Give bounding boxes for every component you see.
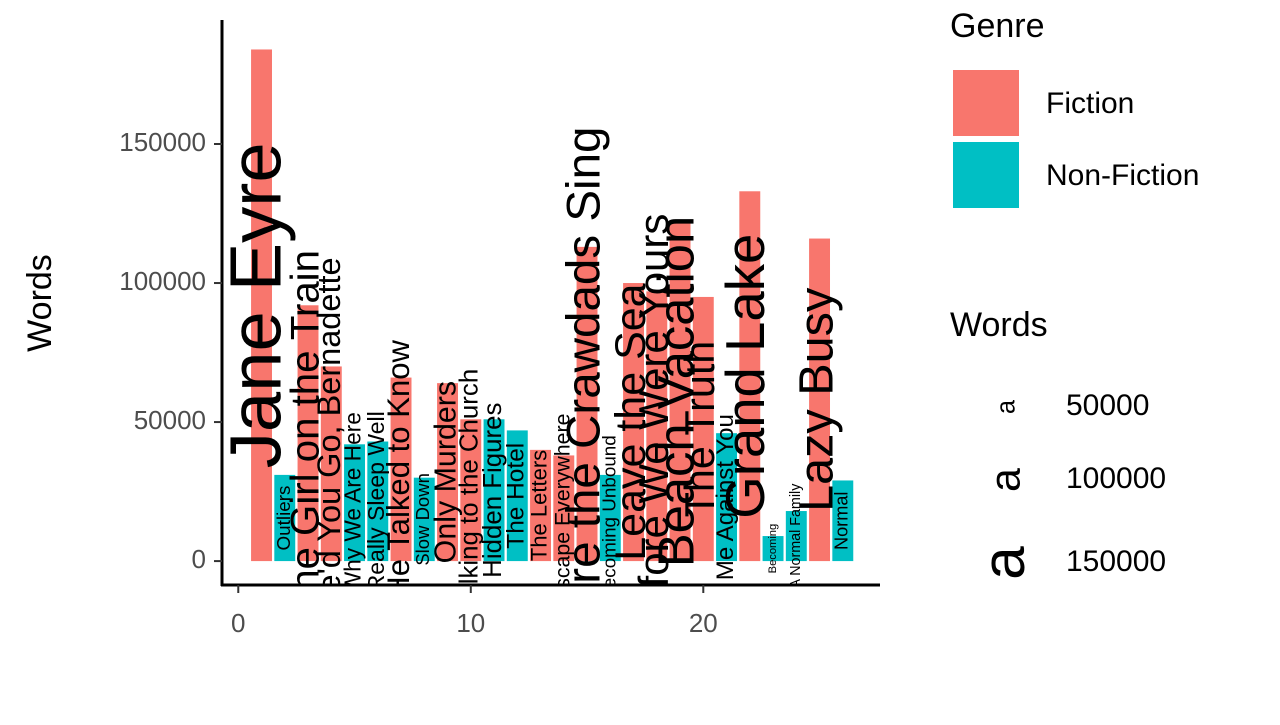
- bar: [297, 305, 319, 562]
- x-tick-label: 0: [231, 608, 245, 638]
- bar: [553, 455, 575, 562]
- bar: [809, 238, 831, 562]
- bar: [739, 191, 761, 562]
- bar-label: Beach Vacation: [647, 216, 704, 567]
- bar-label: Grand Lake: [715, 234, 776, 519]
- bar-label: Me Against You: [712, 414, 739, 580]
- bar: [785, 511, 807, 562]
- size-key: a: [969, 546, 1037, 580]
- bar: [413, 477, 435, 562]
- bar-label: Becoming Unbound: [598, 435, 619, 601]
- y-tick-label: 150000: [119, 127, 206, 157]
- bar-label: The Letters: [526, 450, 551, 561]
- legend-label: 150000: [1066, 545, 1166, 578]
- bar: [762, 536, 784, 562]
- bar-label: Talking to the Church: [456, 369, 484, 612]
- y-axis-title: Words: [21, 254, 59, 352]
- legend-key: [953, 142, 1019, 208]
- bar: [646, 291, 668, 562]
- bar: [716, 433, 738, 562]
- bar-label: Lazy Busy: [789, 287, 843, 512]
- legend-label: 50000: [1066, 389, 1149, 422]
- legend-label: 100000: [1066, 462, 1166, 495]
- bar: [599, 474, 621, 562]
- bar-label: Really Sleep Well: [363, 411, 389, 591]
- bar: [506, 430, 528, 562]
- bar: [832, 480, 854, 562]
- bar: [530, 449, 551, 562]
- bar-label: Slow Down: [412, 473, 433, 566]
- bar-label: Hidden Figures: [479, 403, 507, 578]
- legend-label: Fiction: [1046, 87, 1134, 120]
- bar-label: Jane Eyre: [216, 142, 297, 468]
- x-tick-label: 20: [689, 608, 718, 638]
- bar: [483, 419, 505, 562]
- bar: [460, 419, 482, 562]
- bar: [344, 444, 365, 562]
- bar-label: Before We Were Yours: [630, 214, 677, 639]
- bar-label: Outliers: [273, 486, 294, 551]
- size-key: a: [993, 399, 1021, 414]
- bar: [320, 366, 342, 562]
- y-tick-label: 50000: [134, 405, 206, 435]
- bar: [437, 383, 458, 562]
- y-tick-label: 0: [192, 544, 206, 574]
- bar-label: Becoming: [767, 524, 779, 574]
- legend-title: Words: [950, 306, 1048, 344]
- bar: [274, 474, 296, 562]
- y-tick-label: 100000: [119, 266, 206, 296]
- bar-label: Only Murders: [429, 381, 463, 563]
- bar: [669, 221, 691, 562]
- bar-label: Where'd You Go, Bernadette: [311, 257, 347, 670]
- bar-label: The Girl on the Train: [283, 250, 328, 616]
- x-tick-label: 10: [456, 608, 485, 638]
- bar-label: Why We Are Here: [340, 412, 366, 593]
- bar-label: Where the Crawdads Sing: [558, 126, 611, 681]
- bar: [390, 377, 412, 562]
- legend-key: [953, 70, 1019, 136]
- legend-label: Non-Fiction: [1046, 159, 1199, 192]
- bar-label: Normal: [832, 492, 852, 550]
- legend-title: Genre: [950, 7, 1045, 45]
- bar-label: He Talked to Know: [381, 339, 416, 598]
- bar: [692, 296, 714, 562]
- bar-label: Leave the Sea: [607, 283, 655, 560]
- bar: [623, 283, 645, 562]
- bar-label: Escape Everywhere: [550, 414, 574, 603]
- bar: [576, 246, 598, 562]
- bar: [367, 441, 389, 562]
- bar: [251, 49, 272, 562]
- bar-label: A Normal Family: [788, 483, 804, 589]
- bar-label: The Hotel: [503, 443, 530, 549]
- size-key: a: [981, 468, 1029, 492]
- bar-label: The Truth: [677, 341, 723, 518]
